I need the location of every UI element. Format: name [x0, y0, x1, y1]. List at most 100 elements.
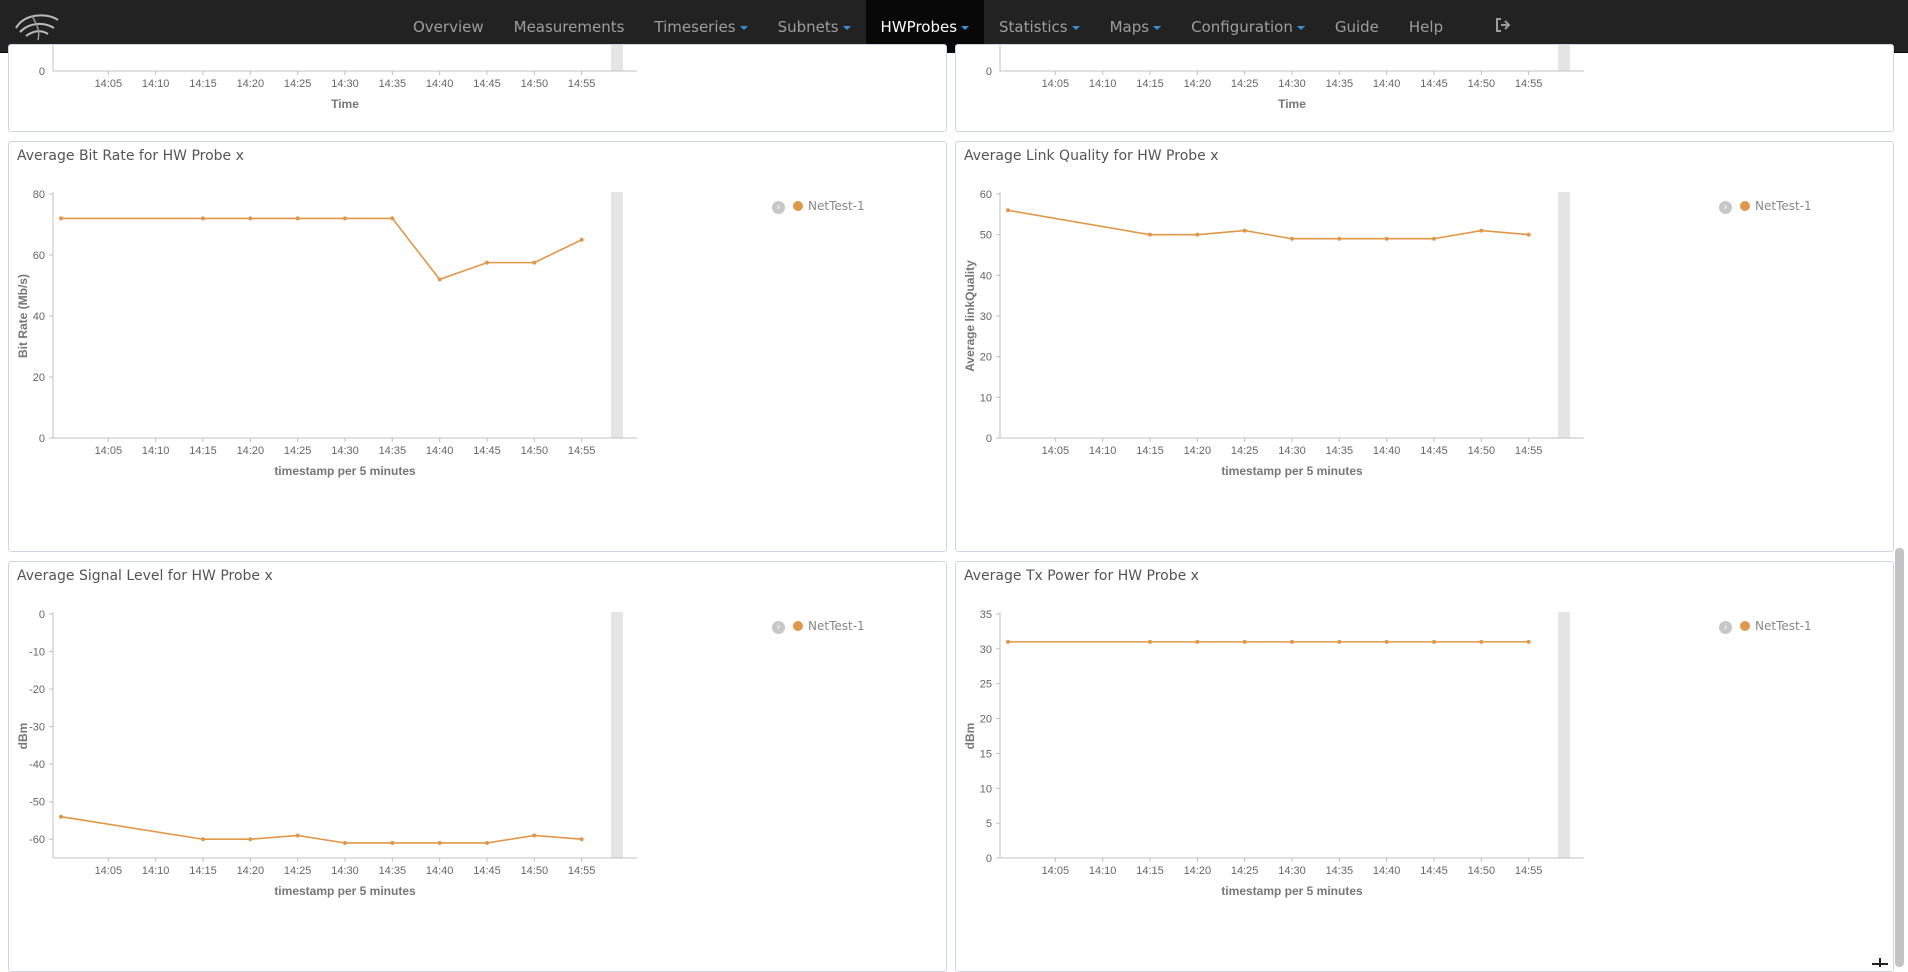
data-point — [437, 277, 442, 282]
data-point — [1195, 232, 1200, 237]
y-tick-label: 60 — [33, 250, 45, 262]
link-quality-title: Average Link Quality for HW Probe x — [964, 148, 1219, 164]
wifi-swoosh-logo-icon[interactable] — [12, 10, 62, 42]
legend-item[interactable]: NetTest-1 — [1740, 199, 1812, 213]
x-tick-label: 14:10 — [1089, 78, 1117, 90]
caret-down-icon — [739, 25, 748, 30]
data-point — [343, 216, 347, 221]
legend-toggle-icon[interactable]: › — [772, 621, 785, 634]
data-point — [1337, 639, 1342, 644]
data-point — [295, 216, 300, 221]
logout-icon[interactable] — [1494, 16, 1512, 34]
y-tick-label: 80 — [33, 189, 45, 201]
signal-level-title: Average Signal Level for HW Probe x — [17, 568, 273, 584]
nav-item-label: HWProbes — [880, 17, 958, 36]
data-point — [59, 814, 63, 819]
x-tick-label: 14:20 — [1184, 445, 1212, 457]
x-tick-label: 14:55 — [1515, 865, 1543, 877]
y-tick-label: 20 — [980, 714, 992, 726]
data-point — [248, 837, 253, 842]
x-tick-label: 14:30 — [1278, 445, 1306, 457]
data-point — [485, 260, 489, 265]
nav-item-help[interactable]: Help — [1394, 0, 1458, 53]
y-tick-label: 20 — [33, 372, 45, 384]
nav-item-label: Measurements — [513, 17, 625, 36]
link-quality-panel: Average Link Quality for HW Probe x 0 10 2… — [955, 141, 1894, 552]
tx-power-chart: 0 5 10 15 20 25 30 35 14:05 14:10 14:15 14:20 14:25 1… — [963, 609, 1584, 898]
legend-toggle-icon[interactable]: › — [1719, 621, 1732, 634]
x-tick-label: 14:05 — [95, 865, 123, 877]
bit-rate-panel: Average Bit Rate for HW Probe x 0 20 40 60 8… — [8, 141, 947, 552]
x-tick-label: 14:15 — [189, 865, 217, 877]
legend-item[interactable]: NetTest-1 — [1740, 619, 1812, 633]
series-line — [61, 217, 583, 281]
y-tick-label: 60 — [980, 189, 992, 201]
x-axis-title: Time — [1278, 97, 1306, 111]
legend-item[interactable]: NetTest-1 — [793, 619, 865, 633]
x-tick-label: 14:15 — [189, 78, 217, 90]
crosshair-cursor-icon — [1872, 958, 1888, 967]
bit-rate-chart: 0 20 40 60 80 14:05 14:10 14:15 14:20 14:25 14:30 1… — [16, 189, 637, 478]
nav-item-statistics[interactable]: Statistics — [984, 0, 1095, 53]
legend-label: NetTest-1 — [1755, 619, 1812, 633]
top-left-partial-chart: 0 14:05 14:10 14:15 14:20 14:25 14:30 14:35 14:4… — [39, 45, 637, 111]
data-point — [532, 260, 537, 265]
nav-item-guide[interactable]: Guide — [1320, 0, 1394, 53]
legend-toggle-icon[interactable]: › — [1719, 201, 1732, 214]
legend-band — [1558, 45, 1570, 71]
x-tick-label: 14:15 — [189, 445, 217, 457]
y-tick-label: 0 — [39, 66, 45, 78]
x-tick-label: 14:25 — [1231, 445, 1259, 457]
nav-item-label: Configuration — [1191, 17, 1293, 36]
data-point — [59, 216, 63, 221]
x-tick-label: 14:30 — [331, 865, 359, 877]
nav-item-measurements[interactable]: Measurements — [499, 0, 640, 53]
y-tick-label: 0 — [39, 433, 45, 445]
caret-down-icon — [1296, 25, 1305, 30]
link-quality-chart: 0 10 20 30 40 50 60 14:05 14:10 14:15 14:20 14:25 14… — [963, 189, 1584, 478]
x-tick-label: 14:30 — [331, 445, 359, 457]
nav-item-maps[interactable]: Maps — [1095, 0, 1176, 53]
caret-down-icon — [1071, 25, 1080, 30]
top-left-partial-panel: 0 14:05 14:10 14:15 14:20 14:25 14:30 14:35 14:4… — [8, 44, 947, 132]
y-tick-label: 30 — [980, 311, 992, 323]
x-axis-title: timestamp per 5 minutes — [274, 884, 416, 898]
y-tick-label: -20 — [29, 684, 45, 696]
x-tick-label: 14:25 — [284, 78, 312, 90]
legend-item[interactable]: NetTest-1 — [793, 199, 865, 213]
x-tick-label: 14:35 — [379, 445, 407, 457]
x-tick-label: 14:55 — [1515, 78, 1543, 90]
y-tick-label: -60 — [29, 834, 45, 846]
x-tick-label: 14:35 — [1326, 865, 1354, 877]
nav-item-overview[interactable]: Overview — [398, 0, 499, 53]
x-tick-label: 14:35 — [1326, 78, 1354, 90]
x-tick-label: 14:20 — [237, 78, 265, 90]
x-tick-label: 14:35 — [379, 78, 407, 90]
data-point — [201, 837, 205, 842]
x-tick-label: 14:55 — [568, 78, 596, 90]
nav-item-configuration[interactable]: Configuration — [1176, 0, 1320, 53]
data-point — [1195, 639, 1200, 644]
y-tick-label: 20 — [980, 352, 992, 364]
legend-label: NetTest-1 — [808, 619, 865, 633]
legend-toggle-icon[interactable]: › — [772, 201, 785, 214]
x-tick-label: 14:05 — [1042, 445, 1070, 457]
data-point — [1526, 639, 1531, 644]
nav-item-label: Help — [1408, 17, 1444, 36]
nav-item-subnets[interactable]: Subnets — [763, 0, 866, 53]
data-point — [1432, 236, 1436, 241]
data-point — [485, 840, 489, 845]
legend-label: NetTest-1 — [1755, 199, 1812, 213]
y-tick-label: -40 — [29, 759, 45, 771]
page-scrollbar[interactable] — [1895, 548, 1904, 967]
y-tick-label: 10 — [980, 783, 992, 795]
x-tick-label: 14:40 — [426, 445, 454, 457]
x-tick-label: 14:35 — [379, 865, 407, 877]
y-axis-title: Average linkQuality — [963, 260, 977, 372]
nav-item-timeseries[interactable]: Timeseries — [639, 0, 762, 53]
nav-item-label: Overview — [413, 17, 484, 36]
series-line — [60, 815, 582, 844]
x-tick-label: 14:25 — [284, 865, 312, 877]
x-tick-label: 14:50 — [1468, 445, 1496, 457]
x-tick-label: 14:30 — [1278, 865, 1306, 877]
